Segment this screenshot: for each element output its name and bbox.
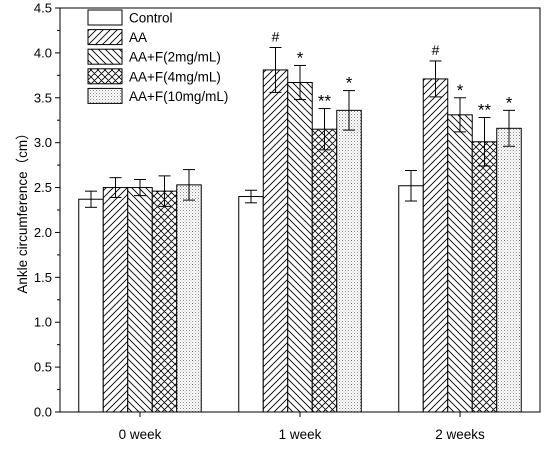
y-axis-label: Ankle circumference（cm） — [15, 126, 30, 293]
legend-swatch — [87, 9, 123, 26]
y-tick-label: 0.5 — [34, 360, 52, 375]
legend-label: AA+F(4mg/mL) — [129, 69, 221, 84]
bar — [238, 196, 264, 413]
legend-swatch — [87, 68, 123, 85]
significance-label: # — [272, 29, 280, 45]
y-tick-label: 1.5 — [34, 270, 52, 285]
legend-label: AA+F(10mg/mL) — [129, 89, 228, 104]
bar — [151, 190, 178, 413]
y-tick-label: 2.5 — [34, 180, 52, 195]
significance-label: ** — [478, 101, 492, 120]
legend-label: Control — [129, 11, 173, 26]
legend-label: AA+F(2mg/mL) — [129, 50, 221, 65]
bar — [262, 69, 289, 413]
legend-swatch — [87, 87, 123, 104]
significance-label: * — [457, 81, 464, 100]
significance-label: * — [297, 48, 304, 67]
bar — [398, 185, 424, 413]
y-tick-label: 1.0 — [34, 315, 52, 330]
significance-label: ** — [318, 92, 332, 111]
significance-label: * — [506, 93, 513, 112]
bar — [447, 114, 473, 413]
bar — [176, 184, 202, 413]
bar — [127, 187, 153, 413]
bar — [422, 78, 449, 413]
y-tick-label: 4.5 — [34, 1, 52, 16]
y-tick-label: 3.0 — [34, 135, 52, 150]
bar — [336, 109, 362, 413]
x-category-label: 2 weeks — [435, 427, 485, 442]
y-tick-label: 3.5 — [34, 90, 52, 105]
y-tick-label: 0.0 — [34, 405, 52, 420]
bar — [287, 82, 313, 413]
significance-label: * — [346, 74, 353, 93]
legend-swatch — [87, 48, 123, 65]
y-tick-label: 4.0 — [34, 45, 52, 60]
x-category-label: 1 week — [279, 427, 322, 442]
bar — [102, 187, 129, 413]
legend-label: AA — [129, 30, 147, 45]
significance-label: # — [432, 42, 440, 58]
bar — [471, 141, 498, 413]
bar — [78, 198, 104, 413]
x-category-label: 0 week — [119, 427, 162, 442]
bar — [311, 128, 338, 413]
bar — [496, 127, 522, 413]
y-tick-label: 2.0 — [34, 225, 52, 240]
legend-swatch — [87, 29, 123, 46]
legend: Control AA AA+F(2mg/mL) AA+F(4mg/mL) AA+F(10… — [87, 9, 228, 104]
